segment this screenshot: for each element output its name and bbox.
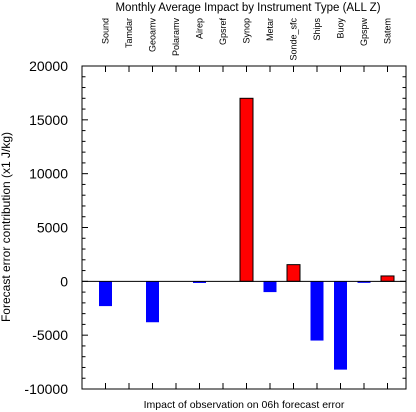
chart-title: Monthly Average Impact by Instrument Typ… xyxy=(115,2,380,14)
category-labels: Sound Tamdar Geoamv Polaramv Airep Gpsref Syno… xyxy=(101,18,393,61)
bar-metar xyxy=(263,281,277,293)
x-axis-title: Impact of observation on 06h forecast er… xyxy=(144,399,345,411)
y-tick-label: -10000 xyxy=(24,381,68,397)
bar-satem xyxy=(380,275,395,282)
bars xyxy=(99,97,395,370)
category-label: Geoamv xyxy=(148,18,158,53)
category-label: Airep xyxy=(195,18,205,39)
y-axis-title: Forecast error contribution (x1 J/kg) xyxy=(0,132,13,322)
category-label: Ships xyxy=(312,18,322,41)
y-tick-label: 5000 xyxy=(37,220,68,236)
category-label: Satem xyxy=(383,18,393,44)
y-tick-label: 0 xyxy=(60,273,68,289)
category-label: Buoy xyxy=(336,18,346,39)
axis-ticks xyxy=(82,65,406,390)
category-label: Gpspw xyxy=(359,18,369,47)
plot-frame xyxy=(81,65,407,390)
category-label: Sound xyxy=(101,18,111,44)
y-tick-labels: -10000 -5000 0 5000 10000 15000 20000 xyxy=(24,58,68,397)
bar-buoy xyxy=(334,281,347,370)
y-tick-label: 15000 xyxy=(29,112,68,128)
category-label: Synop xyxy=(242,18,252,44)
bar-ships xyxy=(310,281,324,341)
category-label: Polaramv xyxy=(171,18,181,57)
category-label: Sonde_sfc xyxy=(289,18,299,61)
bar-sonde-sfc xyxy=(286,264,301,282)
bar-airep xyxy=(193,281,206,283)
category-label: Metar xyxy=(265,18,275,41)
bar-sound xyxy=(99,281,112,307)
y-tick-label: -5000 xyxy=(32,327,68,343)
category-label: Tamdar xyxy=(124,18,134,48)
bar-geoamv xyxy=(146,281,159,323)
bar-synop xyxy=(239,97,254,282)
category-label: Gpsref xyxy=(218,18,228,46)
y-tick-label: 10000 xyxy=(29,166,68,182)
bar-gpspw xyxy=(357,281,371,283)
y-tick-label: 20000 xyxy=(29,58,68,74)
